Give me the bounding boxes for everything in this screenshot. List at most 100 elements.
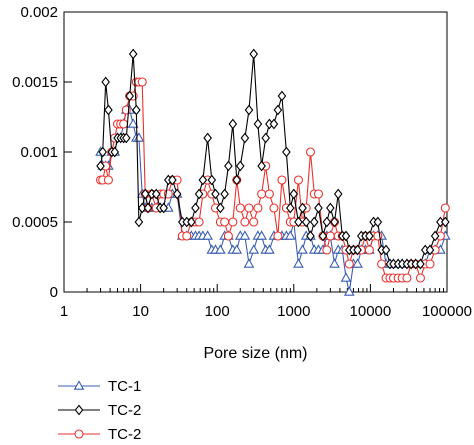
data-point — [333, 188, 343, 200]
data-point — [224, 160, 233, 172]
data-point — [211, 188, 220, 200]
series-diamond — [96, 48, 450, 270]
data-point — [330, 216, 339, 228]
data-point — [231, 244, 243, 254]
data-point — [425, 244, 435, 256]
data-point — [293, 258, 304, 268]
data-point — [235, 203, 245, 213]
data-point — [220, 217, 230, 227]
data-point — [220, 188, 229, 200]
x-tick-label: 10000 — [350, 303, 392, 320]
y-axis: 0 0.0005 0.001 0.0015 0.002 — [12, 4, 72, 301]
data-point — [298, 202, 307, 214]
data-point — [285, 202, 295, 214]
data-point — [377, 259, 387, 269]
data-point — [314, 202, 323, 214]
data-point — [223, 231, 233, 241]
data-point — [416, 258, 425, 270]
data-point — [325, 231, 335, 241]
x-tick-label: 100000 — [422, 303, 472, 320]
y-tick-label: 0.0005 — [12, 214, 58, 231]
x-axis: 1 10 100 1000 10000 100000 — [60, 284, 472, 320]
data-point — [134, 216, 144, 228]
data-point — [322, 216, 332, 228]
data-point — [182, 231, 192, 241]
data-point — [440, 216, 450, 228]
data-point — [343, 286, 355, 296]
y-tick-label: 0.0015 — [12, 74, 58, 91]
data-point — [172, 188, 182, 200]
data-point — [249, 48, 259, 60]
data-point — [121, 132, 131, 144]
legend-marker — [74, 404, 84, 416]
data-point — [264, 244, 275, 254]
data-point — [269, 203, 279, 213]
data-point — [373, 216, 383, 228]
data-point — [232, 174, 242, 186]
data-point — [194, 188, 204, 200]
data-point — [202, 230, 213, 240]
data-point — [277, 90, 287, 102]
series-layer — [95, 48, 451, 296]
data-point — [187, 216, 196, 228]
data-point — [239, 230, 251, 240]
data-point — [159, 202, 168, 214]
data-point — [127, 118, 139, 128]
legend-marker — [73, 380, 85, 390]
data-point — [143, 202, 153, 214]
y-tick-label: 0.002 — [20, 4, 58, 21]
x-tick-label: 100 — [205, 303, 230, 320]
data-point — [329, 258, 340, 268]
data-point — [96, 160, 105, 172]
data-point — [244, 104, 254, 116]
data-point — [249, 217, 259, 227]
data-point — [277, 175, 287, 185]
data-point — [284, 230, 296, 240]
data-point — [344, 259, 354, 269]
data-point — [313, 189, 324, 199]
data-point — [253, 203, 263, 213]
data-point — [301, 216, 311, 228]
series-line — [99, 53, 446, 265]
data-point — [110, 146, 120, 158]
legend: TC-1 TC-2 TC-2 — [58, 378, 141, 443]
data-point — [125, 90, 134, 102]
data-point — [269, 118, 279, 130]
data-point — [297, 244, 308, 254]
data-point — [289, 188, 299, 200]
x-tick-label: 1 — [60, 303, 68, 320]
data-point — [240, 132, 250, 144]
data-point — [440, 203, 450, 213]
data-point — [305, 147, 316, 157]
data-point — [261, 132, 271, 144]
data-point — [243, 258, 255, 268]
data-point — [257, 160, 266, 172]
data-point — [353, 244, 362, 256]
data-point — [104, 104, 113, 116]
data-point — [322, 245, 332, 255]
data-point — [140, 188, 150, 200]
data-point — [248, 244, 260, 254]
data-point — [365, 230, 374, 242]
data-point — [216, 202, 225, 214]
data-point — [364, 245, 374, 255]
data-point — [198, 174, 208, 186]
data-point — [381, 244, 391, 256]
data-point — [273, 104, 283, 116]
data-point — [430, 230, 440, 242]
data-point — [128, 48, 138, 60]
data-point — [256, 230, 267, 240]
data-point — [340, 272, 352, 282]
data-point — [194, 217, 204, 227]
data-point — [244, 203, 254, 213]
y-tick-label: 0 — [50, 284, 58, 301]
data-point — [191, 202, 200, 214]
data-point — [264, 189, 274, 199]
data-point — [132, 104, 141, 116]
data-point — [203, 132, 212, 144]
data-point — [273, 231, 283, 241]
y-tick-label: 0.001 — [20, 144, 58, 161]
x-axis-label: Pore size (nm) — [203, 345, 307, 362]
data-point — [293, 175, 303, 185]
